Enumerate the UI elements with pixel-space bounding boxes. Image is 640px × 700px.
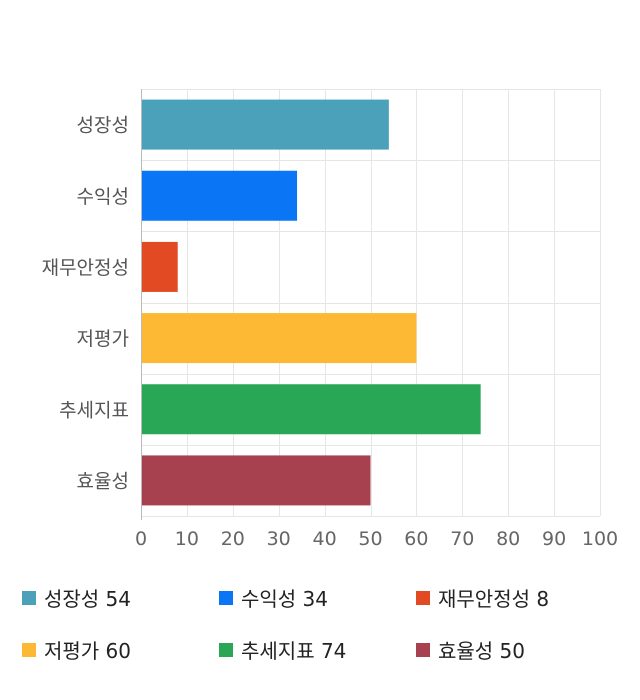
x-tick-label: 10 <box>175 528 199 550</box>
legend-item-growth[interactable]: 성장성 54 <box>22 583 131 612</box>
x-tick-label: 90 <box>542 528 566 550</box>
grid-lines <box>141 89 601 517</box>
legend-item-undervaluation[interactable]: 저평가 60 <box>22 635 131 664</box>
legend-item-financial-stability[interactable]: 재무안정성 8 <box>416 583 549 612</box>
legend-item-efficiency[interactable]: 효율성 50 <box>416 635 525 664</box>
legend-swatch <box>416 642 430 657</box>
x-tick-label: 30 <box>267 528 291 550</box>
legend-label: 수익성 34 <box>241 587 329 611</box>
bar-5 <box>141 455 371 506</box>
x-tick-label: 20 <box>221 528 245 550</box>
legend-label: 효율성 50 <box>438 639 526 663</box>
legend-label: 성장성 54 <box>44 587 132 611</box>
x-tick-label: 0 <box>135 528 147 550</box>
category-label: 재무안정성 <box>42 257 129 279</box>
x-tick-label: 70 <box>450 528 474 550</box>
category-label: 수익성 <box>77 186 129 208</box>
legend-label: 재무안정성 8 <box>438 587 550 611</box>
legend-swatch <box>219 642 233 657</box>
legend-swatch <box>22 590 36 605</box>
bar-1 <box>141 170 298 221</box>
legend-label: 저평가 60 <box>44 639 132 663</box>
category-label: 저평가 <box>77 328 129 350</box>
legend-label: 추세지표 74 <box>241 639 347 663</box>
category-label: 효율성 <box>77 470 129 492</box>
legend-swatch <box>219 590 233 605</box>
bar-series <box>141 99 481 506</box>
x-tick-label: 40 <box>313 528 337 550</box>
legend-item-profitability[interactable]: 수익성 34 <box>219 583 328 612</box>
legend-item-trend[interactable]: 추세지표 74 <box>219 635 346 664</box>
bar-0 <box>141 99 389 150</box>
category-label: 추세지표 <box>59 399 129 421</box>
x-tick-label: 50 <box>358 528 382 550</box>
bar-4 <box>141 384 481 435</box>
x-tick-label: 80 <box>496 528 520 550</box>
x-tick-label: 60 <box>404 528 428 550</box>
category-label: 성장성 <box>77 115 129 137</box>
bar-chart: 0 10 20 30 40 50 60 70 80 90 100 성장성수익성재무안정성저평가추세지… <box>42 89 618 550</box>
x-axis-ticks: 0 10 20 30 40 50 60 70 80 90 100 <box>135 528 618 550</box>
bar-2 <box>141 241 178 292</box>
x-tick-label: 100 <box>582 528 618 550</box>
bar-3 <box>141 313 417 364</box>
legend-swatch <box>22 642 36 657</box>
legend-swatch <box>416 590 430 605</box>
